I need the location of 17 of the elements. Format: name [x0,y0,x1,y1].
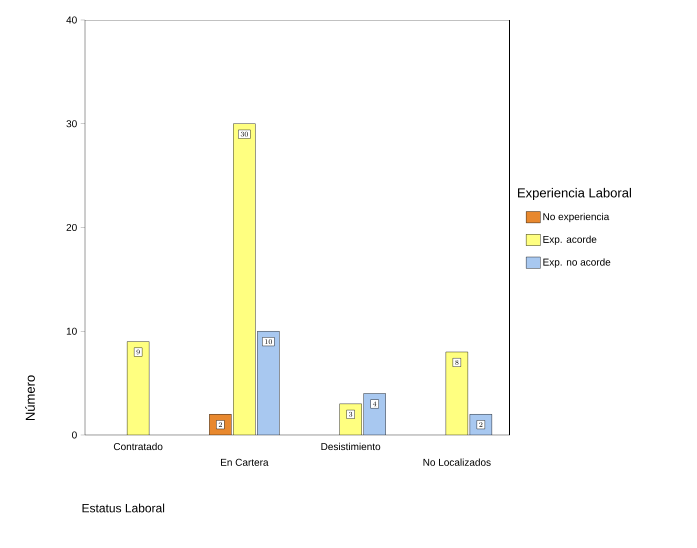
x-tick-label: Contratado [114,442,162,450]
y-tick-label: 0 [72,431,77,439]
x-tick-label: En Cartera [221,458,269,466]
x-tick-label: Desistimiento [321,442,380,450]
legend-label: Exp. no acorde [543,258,610,268]
x-tick-label: No Localizados [424,458,491,466]
legend-title: Experiencia Laboral [518,188,631,200]
bar [257,331,280,435]
legend-label: Exp. acorde [543,236,596,245]
x-axis-title: Estatus Laboral [82,504,164,512]
y-tick-label: 30 [66,120,77,128]
legend-label: No experiencia [543,212,610,222]
bar [364,393,386,435]
y-tick-label: 20 [66,224,77,232]
y-tick-label: 40 [66,16,77,24]
y-tick-label: 10 [66,328,77,335]
y-axis-title: Número [25,375,35,420]
